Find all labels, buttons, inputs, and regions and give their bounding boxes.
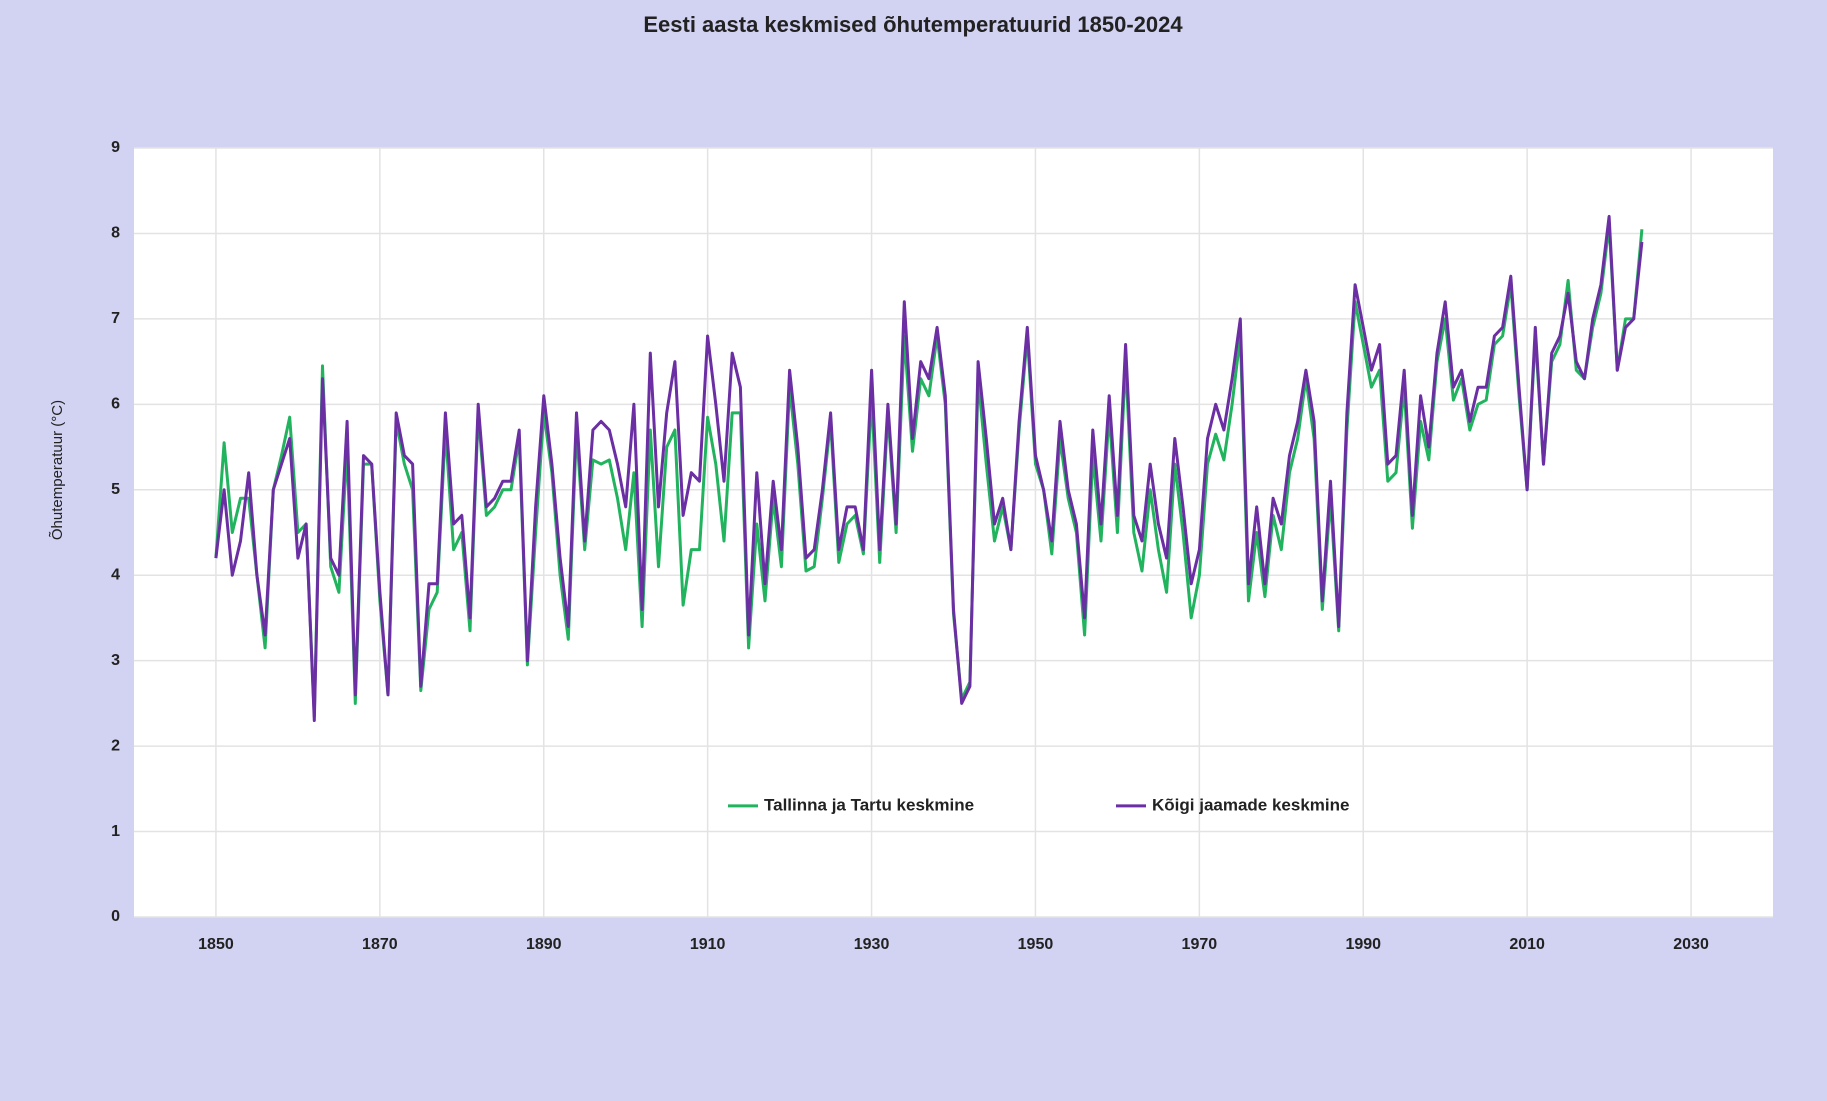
x-tick-label: 1990 [1345,936,1381,953]
series-line [214,214,1644,722]
x-tick-label: 1870 [362,936,398,953]
y-tick-label: 0 [111,908,120,925]
y-tick-label: 6 [111,396,120,413]
x-tick-label: 1850 [198,936,234,953]
y-tick-label: 9 [111,139,120,156]
x-tick-label: 2010 [1509,936,1545,953]
y-tick-label: 1 [111,823,120,840]
chart-title: Eesti aasta keskmised õhutemperatuurid 1… [643,12,1183,37]
x-tick-label: 1930 [854,936,890,953]
legend-label: Kõigi jaamade keskmine [1152,795,1349,814]
legend-label: Tallinna ja Tartu keskmine [764,795,974,814]
y-tick-label: 3 [111,652,120,669]
x-tick-label: 1970 [1182,936,1218,953]
y-tick-label: 4 [111,566,120,583]
y-tick-label: 5 [111,481,120,498]
x-tick-label: 2030 [1673,936,1709,953]
plot-area [134,148,1773,917]
x-tick-label: 1950 [1018,936,1054,953]
x-tick-label: 1890 [526,936,562,953]
y-tick-label: 7 [111,310,120,327]
y-axis-label: Õhutemperatuur (°C) [49,400,66,540]
y-tick-label: 8 [111,225,120,242]
y-tick-label: 2 [111,737,120,754]
x-tick-label: 1910 [690,936,726,953]
